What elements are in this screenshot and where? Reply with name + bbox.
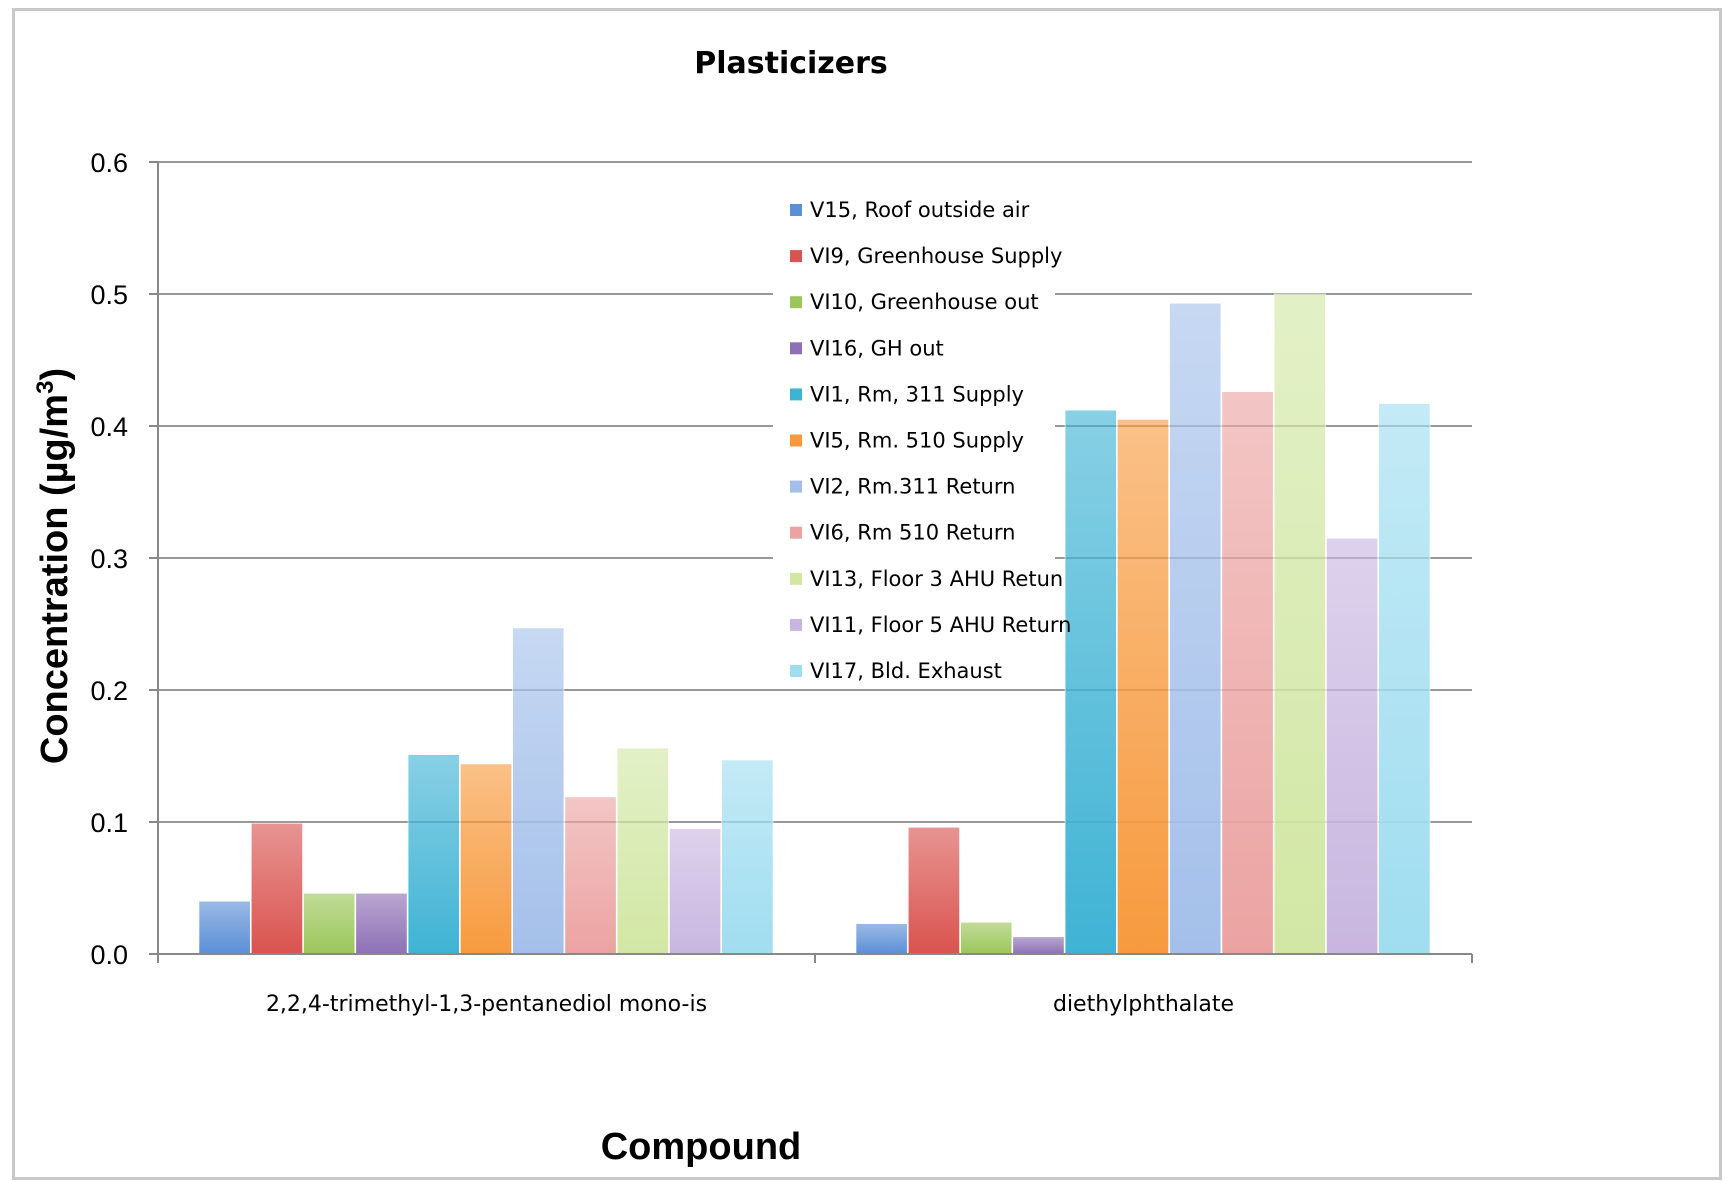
legend-swatch — [790, 250, 802, 263]
x-category-label: diethylphthalate — [1053, 992, 1234, 1017]
legend-label: VI5, Rm. 510 Supply — [810, 429, 1024, 453]
bar — [303, 892, 356, 955]
bar — [1064, 409, 1117, 955]
bar-chart: Plasticizers 0.0 0.1 0.2 0.3 0.4 0.5 0.6 2,2,4… — [32, 46, 1473, 1168]
legend-label: VI13, Floor 3 AHU Retun — [810, 567, 1063, 591]
legend-swatch — [790, 296, 802, 309]
y-tick-label: 0.0 — [90, 940, 128, 970]
bar — [907, 826, 960, 955]
bar — [512, 627, 565, 955]
y-axis-title: Concentration (µg/m3) — [32, 368, 76, 764]
y-tick-label: 0.6 — [90, 148, 128, 178]
bar — [616, 747, 669, 955]
legend-swatch — [790, 618, 802, 631]
x-axis-categories: 2,2,4-trimethyl-1,3-pentanediol mono-is d… — [266, 992, 1234, 1017]
bar — [1221, 391, 1274, 955]
legend-label: VI1, Rm, 311 Supply — [810, 382, 1024, 406]
bar — [669, 828, 722, 955]
legend-swatch — [790, 480, 802, 493]
bar — [1169, 302, 1222, 955]
legend-label: VI2, Rm.311 Return — [810, 475, 1015, 499]
bar — [721, 759, 774, 955]
bar — [250, 823, 303, 955]
y-tick-label: 0.1 — [90, 808, 128, 838]
y-tick-label: 0.3 — [90, 544, 128, 574]
legend: V15, Roof outside air VI9, Greenhouse Sup… — [773, 183, 1071, 683]
bar — [960, 922, 1013, 955]
chart-frame: Plasticizers 0.0 0.1 0.2 0.3 0.4 0.5 0.6 2,2,4… — [12, 8, 1722, 1180]
bar — [1012, 936, 1065, 955]
chart-title: Plasticizers — [694, 46, 888, 81]
legend-swatch — [790, 526, 802, 539]
legend-background — [773, 183, 1055, 633]
x-axis-title: Compound — [601, 1126, 802, 1168]
bar — [1117, 419, 1169, 955]
legend-swatch — [790, 342, 802, 355]
bar — [1378, 403, 1431, 955]
y-axis-title-suffix: ) — [34, 368, 76, 381]
legend-swatch — [790, 572, 802, 585]
bar — [1273, 293, 1326, 955]
y-axis-title-superscript: 3 — [32, 381, 59, 394]
legend-swatch — [790, 388, 802, 401]
legend-label: VI11, Floor 5 AHU Return — [810, 613, 1071, 637]
y-axis-ticks: 0.0 0.1 0.2 0.3 0.4 0.5 0.6 — [90, 148, 158, 970]
legend-swatch — [790, 204, 802, 216]
legend-label: VI16, GH out — [810, 336, 944, 360]
legend-label: VI6, Rm 510 Return — [810, 521, 1015, 545]
x-category-label: 2,2,4-trimethyl-1,3-pentanediol mono-is — [266, 992, 707, 1017]
legend-label: VI9, Greenhouse Supply — [810, 244, 1062, 268]
bar — [355, 892, 408, 955]
y-tick-label: 0.2 — [90, 676, 128, 706]
plot-area — [198, 293, 1431, 955]
y-tick-label: 0.5 — [90, 280, 128, 310]
legend-swatch — [790, 434, 802, 447]
bar — [407, 754, 460, 955]
legend-swatch — [790, 665, 802, 677]
bar — [1326, 537, 1379, 955]
bar — [855, 923, 908, 955]
y-axis-title-main: Concentration (µg/m — [34, 394, 76, 764]
y-tick-label: 0.4 — [90, 412, 128, 442]
legend-label: V15, Roof outside air — [810, 198, 1030, 222]
legend-label: VI10, Greenhouse out — [810, 290, 1039, 314]
bar — [460, 763, 512, 955]
bar — [564, 796, 617, 955]
legend-label: VI17, Bld. Exhaust — [810, 659, 1002, 683]
bar — [198, 900, 251, 955]
